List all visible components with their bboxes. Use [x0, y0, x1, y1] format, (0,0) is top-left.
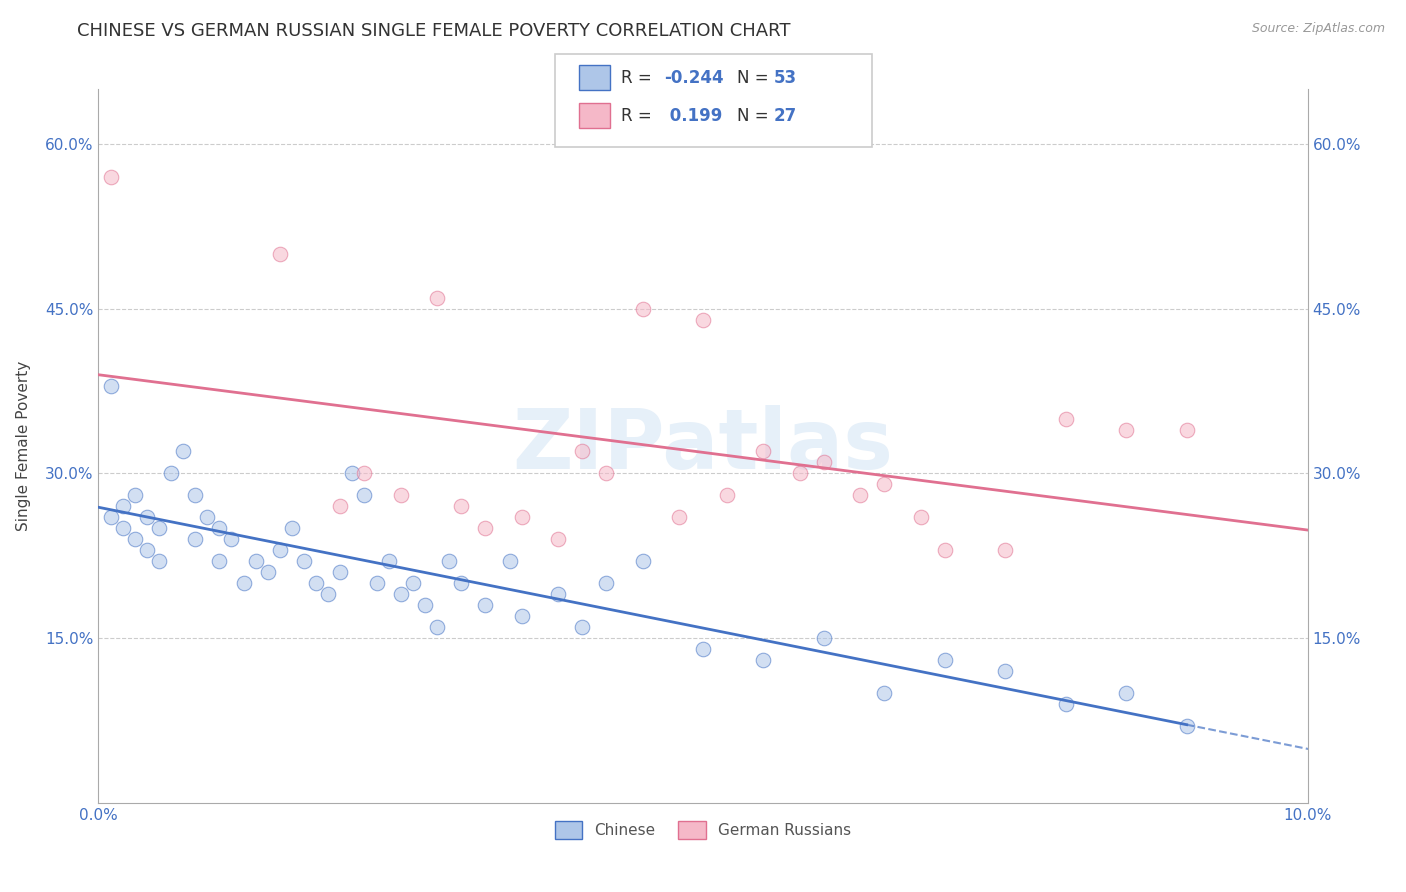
Point	[849, 488, 872, 502]
Point	[413, 598, 436, 612]
Point	[329, 500, 352, 514]
Point	[111, 500, 134, 514]
Point	[342, 467, 364, 481]
Text: CHINESE VS GERMAN RUSSIAN SINGLE FEMALE POVERTY CORRELATION CHART: CHINESE VS GERMAN RUSSIAN SINGLE FEMALE …	[77, 22, 790, 40]
Point	[148, 521, 170, 535]
Legend: Chinese, German Russians: Chinese, German Russians	[548, 815, 858, 845]
Point	[389, 488, 412, 502]
Point	[571, 620, 593, 634]
Point	[245, 554, 267, 568]
Point	[353, 488, 375, 502]
Point	[256, 566, 278, 580]
Text: Source: ZipAtlas.com: Source: ZipAtlas.com	[1251, 22, 1385, 36]
Text: N =: N =	[737, 69, 773, 87]
Point	[547, 533, 569, 547]
Point	[934, 653, 956, 667]
Point	[426, 291, 449, 305]
Point	[1054, 697, 1077, 711]
Point	[510, 510, 533, 524]
Point	[873, 477, 896, 491]
Point	[934, 543, 956, 558]
Point	[402, 576, 425, 591]
Point	[437, 554, 460, 568]
Point	[994, 664, 1017, 678]
Point	[595, 467, 617, 481]
Point	[195, 510, 218, 524]
Point	[135, 543, 157, 558]
Point	[184, 533, 207, 547]
Point	[510, 609, 533, 624]
Point	[353, 467, 375, 481]
Text: N =: N =	[737, 107, 773, 125]
Text: R =: R =	[621, 69, 658, 87]
Point	[595, 576, 617, 591]
Point	[100, 510, 122, 524]
Point	[994, 543, 1017, 558]
Text: ZIPatlas: ZIPatlas	[513, 406, 893, 486]
Point	[752, 444, 775, 458]
Point	[135, 510, 157, 524]
Text: 53: 53	[773, 69, 796, 87]
Point	[631, 301, 654, 316]
Point	[450, 576, 472, 591]
Point	[426, 620, 449, 634]
Point	[316, 587, 339, 601]
Point	[148, 554, 170, 568]
Point	[124, 488, 146, 502]
Text: R =: R =	[621, 107, 658, 125]
Point	[498, 554, 520, 568]
Point	[1115, 423, 1137, 437]
Point	[668, 510, 690, 524]
Point	[281, 521, 304, 535]
Point	[292, 554, 315, 568]
Point	[329, 566, 352, 580]
Point	[752, 653, 775, 667]
Point	[305, 576, 328, 591]
Point	[450, 500, 472, 514]
Point	[1054, 411, 1077, 425]
Text: -0.244: -0.244	[664, 69, 723, 87]
Point	[910, 510, 932, 524]
Point	[1115, 686, 1137, 700]
Point	[873, 686, 896, 700]
Point	[111, 521, 134, 535]
Point	[813, 631, 835, 645]
Point	[100, 169, 122, 184]
Point	[547, 587, 569, 601]
Point	[474, 598, 496, 612]
Point	[692, 312, 714, 326]
Point	[389, 587, 412, 601]
Point	[221, 533, 243, 547]
Point	[377, 554, 399, 568]
Point	[232, 576, 254, 591]
Point	[100, 378, 122, 392]
Point	[160, 467, 183, 481]
Point	[208, 521, 231, 535]
Text: 27: 27	[773, 107, 797, 125]
Point	[208, 554, 231, 568]
Point	[571, 444, 593, 458]
Point	[716, 488, 738, 502]
Y-axis label: Single Female Poverty: Single Female Poverty	[17, 361, 31, 531]
Point	[692, 642, 714, 657]
Point	[172, 444, 194, 458]
Point	[269, 543, 291, 558]
Point	[631, 554, 654, 568]
Point	[124, 533, 146, 547]
Point	[269, 247, 291, 261]
Point	[1175, 423, 1198, 437]
Point	[789, 467, 811, 481]
Point	[474, 521, 496, 535]
Point	[1175, 719, 1198, 733]
Point	[184, 488, 207, 502]
Point	[813, 455, 835, 469]
Point	[366, 576, 388, 591]
Text: 0.199: 0.199	[664, 107, 723, 125]
